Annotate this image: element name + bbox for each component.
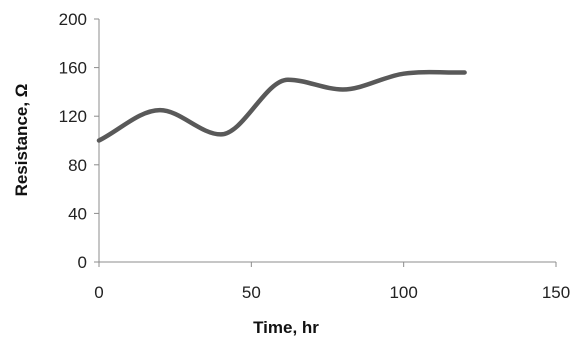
x-tick-label: 100 xyxy=(389,283,417,302)
y-tick-label: 160 xyxy=(59,59,87,78)
y-tick-label: 120 xyxy=(59,107,87,126)
y-tick-label: 200 xyxy=(59,10,87,29)
x-tick-label: 50 xyxy=(242,283,261,302)
x-axis: 0 50 100 150 xyxy=(94,261,570,302)
series-group xyxy=(96,69,467,143)
x-axis-title: Time, hr xyxy=(253,318,319,337)
x-tick-label: 0 xyxy=(94,283,103,302)
y-tick-label: 0 xyxy=(78,253,87,272)
x-tick-label: 150 xyxy=(542,283,570,302)
y-tick-label: 80 xyxy=(68,156,87,175)
y-axis: 0 40 80 120 160 200 xyxy=(59,10,100,272)
resistance-series-line xyxy=(96,69,467,143)
y-axis-title: Resistance, Ω xyxy=(12,84,31,197)
y-tick-label: 40 xyxy=(68,204,87,223)
